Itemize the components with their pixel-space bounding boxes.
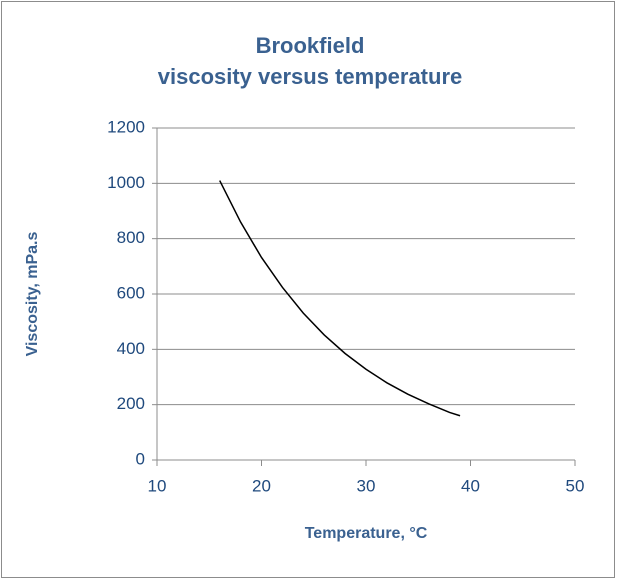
y-tick-label: 1200	[107, 117, 145, 136]
chart-title: Brookfield	[256, 33, 365, 58]
y-tick-label: 400	[117, 339, 145, 358]
y-tick-label: 600	[117, 283, 145, 302]
x-tick-label: 50	[566, 476, 585, 495]
y-tick-label: 800	[117, 228, 145, 247]
x-tick-label: 20	[252, 476, 271, 495]
y-tick-label: 200	[117, 394, 145, 413]
x-axis-label: Temperature, °C	[305, 525, 428, 542]
x-tick-label: 40	[461, 476, 480, 495]
data-line	[219, 180, 461, 417]
x-tick-label: 30	[357, 476, 376, 495]
chart-title: viscosity versus temperature	[158, 64, 463, 89]
y-axis-label: Viscosity, mPa.s	[24, 231, 41, 356]
y-tick-label: 0	[136, 449, 145, 468]
x-tick-label: 10	[148, 476, 167, 495]
y-tick-label: 1000	[107, 173, 145, 192]
